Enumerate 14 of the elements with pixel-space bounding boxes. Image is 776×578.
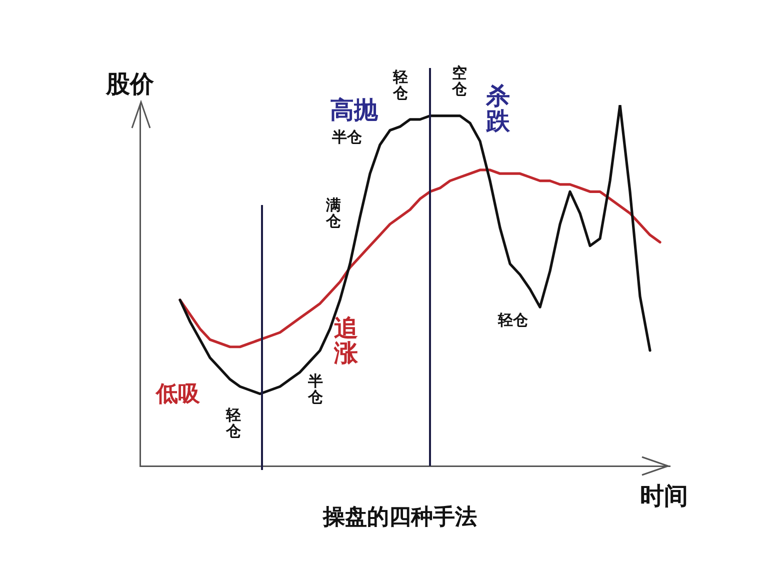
annotation: 杀跌 (486, 82, 510, 136)
text: 操盘的四种手法 (323, 505, 477, 530)
text: 轻仓 (393, 68, 408, 102)
annotation: 高抛 (330, 96, 378, 124)
annotation: 轻仓 (498, 311, 528, 329)
annotation: 半仓 (308, 372, 323, 406)
annotation: 半仓 (332, 128, 362, 146)
annotation: 低吸 (156, 382, 200, 407)
annotation: 轻仓 (226, 406, 241, 440)
x-axis-title: 时间 (640, 482, 688, 510)
annotation: 满仓 (326, 196, 341, 230)
annotation: 追涨 (334, 314, 358, 368)
text: 空仓 (452, 64, 467, 98)
y-axis-title: 股价 (106, 70, 154, 98)
